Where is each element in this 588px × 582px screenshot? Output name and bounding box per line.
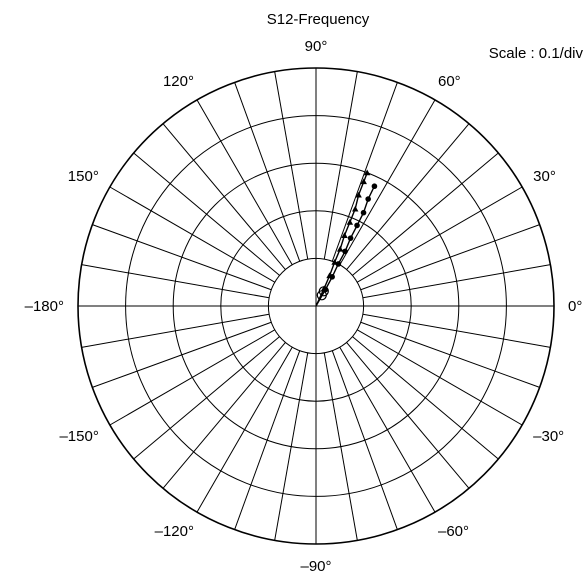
series-2-point-9	[371, 183, 378, 190]
angle-label-0: 0°	[568, 298, 582, 315]
grid-spoke-50	[346, 123, 470, 270]
series-2-point-8	[365, 196, 371, 202]
grid-spoke-220	[133, 336, 280, 460]
angle-label-180: –180°	[25, 298, 64, 315]
grid-spoke-300	[339, 346, 436, 513]
start-marker-circle-2	[316, 290, 327, 301]
angle-label-60: 60°	[438, 73, 461, 90]
scale-label: Scale : 0.1/div	[489, 45, 584, 62]
grid-spoke-10	[362, 264, 551, 299]
grid-spoke-310	[346, 342, 470, 489]
series-group	[315, 169, 378, 307]
series-1-point-10	[363, 169, 371, 176]
grid-spoke-140	[133, 152, 280, 276]
grid-spoke-160	[92, 224, 272, 291]
grid-spoke-150	[109, 186, 276, 283]
angle-label-90: 90°	[305, 38, 328, 55]
angle-label-150: 150°	[68, 168, 99, 185]
series-2-point-4	[342, 248, 348, 255]
series-2-point-2	[329, 274, 335, 280]
grid-spoke-190	[81, 313, 270, 348]
grid-spoke-170	[81, 264, 270, 299]
grid-spoke-280	[323, 352, 358, 541]
grid-spoke-250	[234, 350, 301, 530]
angle-label-30: 30°	[533, 168, 556, 185]
grid-spoke-120	[196, 99, 293, 266]
angle-label-120: 120°	[163, 73, 194, 90]
angle-label-neg60: –60°	[438, 523, 469, 540]
grid-spoke-40	[352, 152, 499, 276]
grid-spoke-20	[360, 224, 540, 291]
grid-spoke-200	[92, 321, 272, 388]
grid-spoke-350	[362, 313, 551, 348]
series-1-point-8	[355, 191, 362, 198]
series-2-point-7	[360, 209, 367, 216]
grid-spoke-230	[162, 342, 286, 489]
angle-label-neg90: –90°	[300, 558, 331, 575]
grid-spoke-340	[360, 321, 540, 388]
grid-spoke-100	[274, 71, 309, 260]
angle-label-neg30: –30°	[533, 428, 564, 445]
grid-spoke-260	[274, 352, 309, 541]
series-1-point-9	[360, 178, 367, 185]
grid-spoke-130	[162, 123, 286, 270]
grid-spoke-30	[356, 186, 523, 283]
chart-title: S12-Frequency	[267, 11, 370, 28]
series-1-point-4	[336, 245, 344, 252]
grid-spoke-110	[234, 82, 301, 262]
grid-spoke-60	[339, 99, 436, 266]
angle-label-neg150: –150°	[59, 428, 98, 445]
angle-label-neg120: –120°	[155, 523, 194, 540]
grid-spoke-330	[356, 329, 523, 426]
grid-spoke-290	[331, 350, 398, 530]
grid-spoke-240	[196, 346, 293, 513]
series-1-point-5	[341, 232, 348, 238]
grid-spoke-70	[331, 82, 398, 262]
series-line-2	[315, 185, 376, 307]
grid-spoke-80	[323, 71, 358, 260]
series-1-point-6	[346, 218, 354, 225]
polar-grid	[77, 67, 555, 545]
series-2-point-6	[354, 222, 360, 229]
series-2-point-5	[347, 235, 354, 241]
series-2-point-3	[335, 261, 342, 267]
series-1-point-7	[352, 205, 359, 212]
grid-spoke-210	[109, 329, 276, 426]
angle-labels: 0° 30° 60° 90° 120° 150° –180° –150° –120° –90° –6…	[25, 38, 583, 575]
grid-spoke-320	[352, 336, 499, 460]
